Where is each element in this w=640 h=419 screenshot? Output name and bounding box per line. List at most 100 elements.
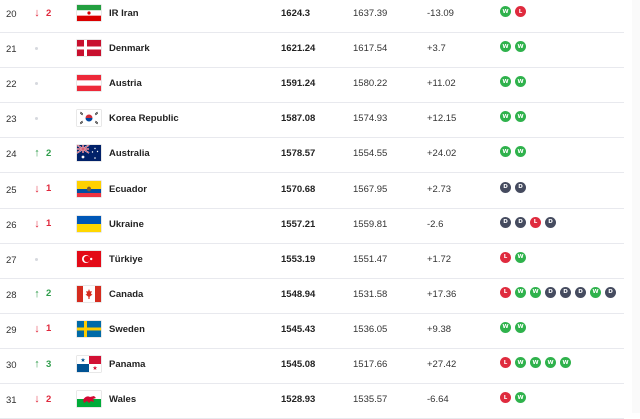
form-win-badge[interactable]: W [590,286,601,298]
denmark-flag-icon [77,40,101,57]
form-win-badge[interactable]: W [560,357,571,368]
turkiye-flag-icon [77,250,101,267]
form-win-badge[interactable]: W [515,286,526,298]
form-win-badge[interactable]: W [515,392,526,404]
rank-move-value: 1 [46,323,52,335]
points-change: +17.36 [427,288,457,300]
form-win-badge[interactable]: W [500,111,511,123]
previous-points: 1559.81 [353,218,388,230]
country-name[interactable]: Wales [109,394,137,406]
points-change: +24.02 [427,148,457,160]
rank-move-value: 2 [46,147,52,159]
rank: 23 [6,114,17,126]
form-draw-badge[interactable]: D [605,286,616,298]
korea-flag-icon [77,110,101,127]
austria-flag-icon [77,75,101,92]
form-loss-badge[interactable]: L [515,6,526,17]
table-row[interactable]: 23 Korea Republic 1587.08 1574.93 +12.15… [0,103,624,139]
country-name[interactable]: Denmark [109,43,150,55]
form-draw-badge[interactable]: D [500,216,511,228]
country-name[interactable]: Austria [109,78,142,90]
rank-move-value: 1 [46,183,52,194]
form-win-badge[interactable]: W [500,76,511,88]
rank-movement [32,112,38,121]
table-row[interactable]: 24 ↑ 2 Australia 1578.57 1554.55 +24.02 W… [0,138,624,174]
form-draw-badge[interactable]: D [575,286,586,298]
country-name[interactable]: Korea Republic [109,113,179,125]
form-win-badge[interactable]: W [500,146,511,158]
form-draw-badge[interactable]: D [515,216,526,228]
scrollbar[interactable] [632,0,640,413]
rank-movement: ↑ 3 [32,358,51,370]
previous-points: 1574.93 [353,113,388,125]
rank: 29 [6,324,17,336]
points-change: +11.02 [427,78,456,90]
form-loss-badge[interactable]: L [530,216,541,228]
form-loss-badge[interactable]: L [500,251,511,263]
country-name[interactable]: Türkiye [109,253,143,265]
points-change: +12.15 [427,113,457,125]
previous-points: 1517.66 [353,359,388,370]
country-name[interactable]: Panama [109,359,146,370]
form-loss-badge[interactable]: L [500,357,511,368]
total-points: 1570.68 [281,183,316,195]
points-change: +2.73 [427,183,452,195]
row-divider [0,32,624,33]
row-divider [0,383,624,384]
rank-movement [32,253,38,261]
country-name[interactable]: Sweden [109,323,145,335]
form-loss-badge[interactable]: L [500,286,511,298]
country-name[interactable]: IR Iran [109,8,139,19]
form-win-badge[interactable]: W [500,41,511,53]
rank-movement: ↓ 1 [32,323,51,335]
points-change: +27.42 [427,359,457,370]
arrow-up-icon: ↑ [34,287,40,300]
form-win-badge[interactable]: W [515,41,526,53]
total-points: 1621.24 [281,43,316,55]
form-draw-badge[interactable]: D [500,181,511,193]
country-name[interactable]: Australia [109,148,150,160]
country-name[interactable]: Ukraine [109,218,144,230]
rank-move-value: 2 [46,393,52,405]
country-name[interactable]: Canada [109,288,144,300]
form-win-badge[interactable]: W [545,357,556,368]
form-draw-badge[interactable]: D [545,286,556,298]
arrow-down-icon: ↓ [34,182,40,195]
form-win-badge[interactable]: W [530,286,541,298]
form-win-badge[interactable]: W [515,111,526,123]
form-loss-badge[interactable]: L [500,392,511,404]
form-win-badge[interactable]: W [530,357,541,368]
canada-flag-icon [77,285,101,302]
row-divider [0,347,624,349]
total-points: 1553.19 [281,253,316,265]
form-win-badge[interactable]: W [500,6,511,17]
country-name[interactable]: Ecuador [109,183,148,195]
form-draw-badge[interactable]: D [560,286,571,298]
form-win-badge[interactable]: W [515,146,526,158]
total-points: 1578.57 [281,148,316,160]
form-draw-badge[interactable]: D [545,216,556,228]
form-draw-badge[interactable]: D [515,181,526,193]
form-win-badge[interactable]: W [515,321,526,333]
row-divider [0,207,624,209]
total-points: 1587.08 [281,113,316,125]
form-win-badge[interactable]: W [500,321,511,333]
rank: 31 [6,395,17,407]
form-win-badge[interactable]: W [515,251,526,263]
form-win-badge[interactable]: W [515,357,526,368]
form-win-badge[interactable]: W [515,76,526,88]
